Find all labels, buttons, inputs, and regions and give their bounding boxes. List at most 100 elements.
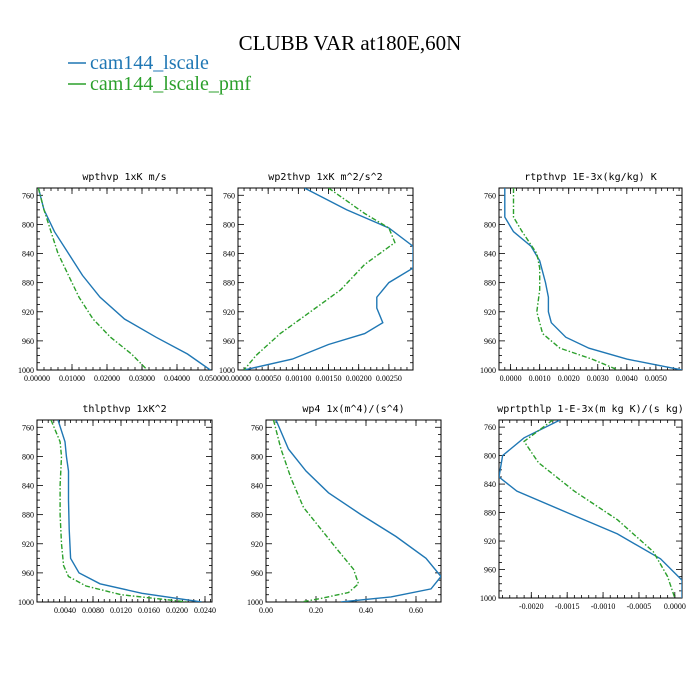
panel-2-ytick-label: 1000 — [480, 366, 496, 375]
panel-4-title: wp4 1x(m^4)/(s^4) — [302, 404, 404, 415]
panel-2-xtick-label: 0.0020 — [558, 374, 580, 383]
panel-0-series-1 — [37, 188, 148, 370]
panel-5-title: wprtpthlp 1-E-3x(m kg K)/(s kg) — [497, 404, 684, 415]
panel-5-xtick-label: -0.0015 — [555, 602, 580, 611]
panel-4-xtick-label: 0.60 — [409, 606, 423, 615]
panel-1-ytick-label: 760 — [223, 191, 235, 200]
panel-0-ytick-label: 960 — [22, 337, 34, 346]
panel-1-xtick-label: 0.00000 — [225, 374, 251, 383]
panel-3-ytick-label: 840 — [22, 482, 34, 491]
panel-5-frame — [498, 419, 683, 599]
panel-1-ytick-label: 840 — [223, 250, 235, 259]
panel-3-series-0 — [57, 420, 202, 602]
panel-3-ytick-label: 1000 — [18, 598, 34, 607]
panel-4: wp4 1x(m^4)/(s^4)76080084088092096010000… — [247, 404, 442, 615]
panel-1-title: wp2thvp 1xK m^2/s^2 — [268, 172, 382, 183]
panel-0-ytick-label: 1000 — [18, 366, 34, 375]
panel-5-ytick-label: 960 — [484, 566, 496, 575]
panel-3-ytick-label: 880 — [22, 511, 34, 520]
panel-2-xtick-label: 0.0050 — [645, 374, 667, 383]
panel-1-series-1 — [243, 188, 396, 370]
panel-2-ytick-label: 880 — [484, 279, 496, 288]
panel-3-xtick-label: 0.0200 — [166, 606, 188, 615]
panel-3-ytick-label: 960 — [22, 569, 34, 578]
panel-4-ytick-label: 1000 — [247, 598, 263, 607]
panels: wpthvp 1xK m/s76080084088092096010000.00… — [18, 172, 686, 615]
panel-4-xtick-label: 0.40 — [359, 606, 373, 615]
panel-1-xtick-label: 0.00100 — [285, 374, 311, 383]
panel-5-ytick-label: 920 — [484, 537, 496, 546]
panel-1: wp2thvp 1xK m^2/s^2 760 800 840 880 920 960 100… — [219, 172, 414, 383]
panel-2-xtick-label: 0.0010 — [529, 374, 551, 383]
panel-3-xtick-label: 0.0040 — [54, 606, 76, 615]
panel-5-ytick-label: 880 — [484, 509, 496, 518]
panel-2-ytick-label: 800 — [484, 220, 496, 229]
panel-3-xtick-label: 0.0120 — [110, 606, 132, 615]
panel-2-ytick-label: 960 — [484, 337, 496, 346]
figure-title: CLUBB VAR at180E,60N — [239, 31, 462, 55]
panel-0-xtick-label: 0.00000 — [24, 374, 50, 383]
panel-1-ytick-label: 920 — [223, 308, 235, 317]
panel-4-xtick-label: 0.20 — [309, 606, 323, 615]
panel-1-xtick-label: 0.00150 — [316, 374, 342, 383]
panel-5-series-1 — [523, 420, 676, 598]
panel-3: thlpthvp 1xK^2 760 800 840 880 920 960 1000 0.00… — [18, 404, 216, 615]
panel-2-frame — [498, 187, 683, 371]
panel-4-ytick-label: 840 — [251, 482, 263, 491]
panel-1-ytick-label: 1000 — [219, 366, 235, 375]
panel-0-xtick-label: 0.05000 — [199, 374, 225, 383]
panel-3-ytick-label: 800 — [22, 452, 34, 461]
panel-2-ytick-label: 760 — [484, 191, 496, 200]
panel-2-ytick-label: 920 — [484, 308, 496, 317]
panel-1-xtick-label: 0.00050 — [255, 374, 281, 383]
panel-5: wprtpthlp 1-E-3x(m kg K)/(s kg)760 800 840… — [480, 404, 686, 611]
panel-0-ytick-label: 880 — [22, 279, 34, 288]
panel-0-xtick-label: 0.01000 — [59, 374, 85, 383]
panel-4-xtick-label: 0.00 — [259, 606, 273, 615]
legend-label-1: cam144_lscale_pmf — [90, 73, 251, 95]
panel-5-series-0 — [499, 420, 682, 598]
panel-2-ytick-label: 840 — [484, 250, 496, 259]
legend-entry-1: cam144_lscale_pmf — [68, 73, 251, 95]
legend: cam144_lscale cam144_lscale_pmf — [68, 52, 251, 95]
panel-3-title: thlpthvp 1xK^2 — [82, 404, 166, 415]
panel-3-xtick-label: 0.0080 — [82, 606, 104, 615]
panel-5-ytick-label: 760 — [484, 423, 496, 432]
panel-1-xtick-label: 0.00250 — [376, 374, 402, 383]
panel-0-ytick-label: 840 — [22, 250, 34, 259]
panel-3-xtick-label: 0.0160 — [138, 606, 160, 615]
panel-0-ytick-label: 920 — [22, 308, 34, 317]
panel-2: rtpthvp 1E-3x(kg/kg) K 760 800 840 880 920 960… — [480, 172, 683, 383]
panel-1-xtick-label: 0.00200 — [346, 374, 372, 383]
panel-1-ytick-label: 960 — [223, 337, 235, 346]
panel-0: wpthvp 1xK m/s 760 800 840 880 920 960 10000.00… — [18, 172, 225, 383]
panel-0-xtick-label: 0.04000 — [164, 374, 190, 383]
panel-0-series-0 — [37, 188, 211, 370]
panel-5-xtick-label: -0.0020 — [519, 602, 544, 611]
panel-4-series-1 — [272, 420, 360, 602]
panel-5-ytick-label: 840 — [484, 480, 496, 489]
panel-1-frame — [237, 187, 414, 371]
panel-0-frame — [36, 187, 213, 371]
legend-entry-0: cam144_lscale — [68, 52, 209, 74]
panel-4-ytick-label: 920 — [251, 540, 263, 549]
legend-label-0: cam144_lscale — [90, 52, 209, 74]
panel-4-ytick-label: 760 — [251, 423, 263, 432]
panel-1-ytick-label: 880 — [223, 279, 235, 288]
panel-3-xtick-label: 0.0240 — [194, 606, 216, 615]
panel-3-ytick-label: 760 — [22, 423, 34, 432]
panel-5-ytick-label: 800 — [484, 452, 496, 461]
panel-4-frame — [265, 419, 442, 603]
panel-3-series-1 — [50, 420, 188, 602]
panel-0-title: wpthvp 1xK m/s — [82, 172, 166, 183]
panel-2-xtick-label: 0.0040 — [616, 374, 638, 383]
panel-2-title: rtpthvp 1E-3x(kg/kg) K — [524, 172, 656, 183]
panel-2-series-0 — [504, 188, 682, 370]
panel-0-xtick-label: 0.02000 — [94, 374, 120, 383]
panel-0-ytick-label: 800 — [22, 220, 34, 229]
panel-5-xtick-label: -0.0010 — [591, 602, 616, 611]
panel-5-xtick-label: -0.0005 — [627, 602, 652, 611]
panel-2-xtick-label: 0.0000 — [500, 374, 522, 383]
panel-0-ytick-label: 760 — [22, 191, 34, 200]
